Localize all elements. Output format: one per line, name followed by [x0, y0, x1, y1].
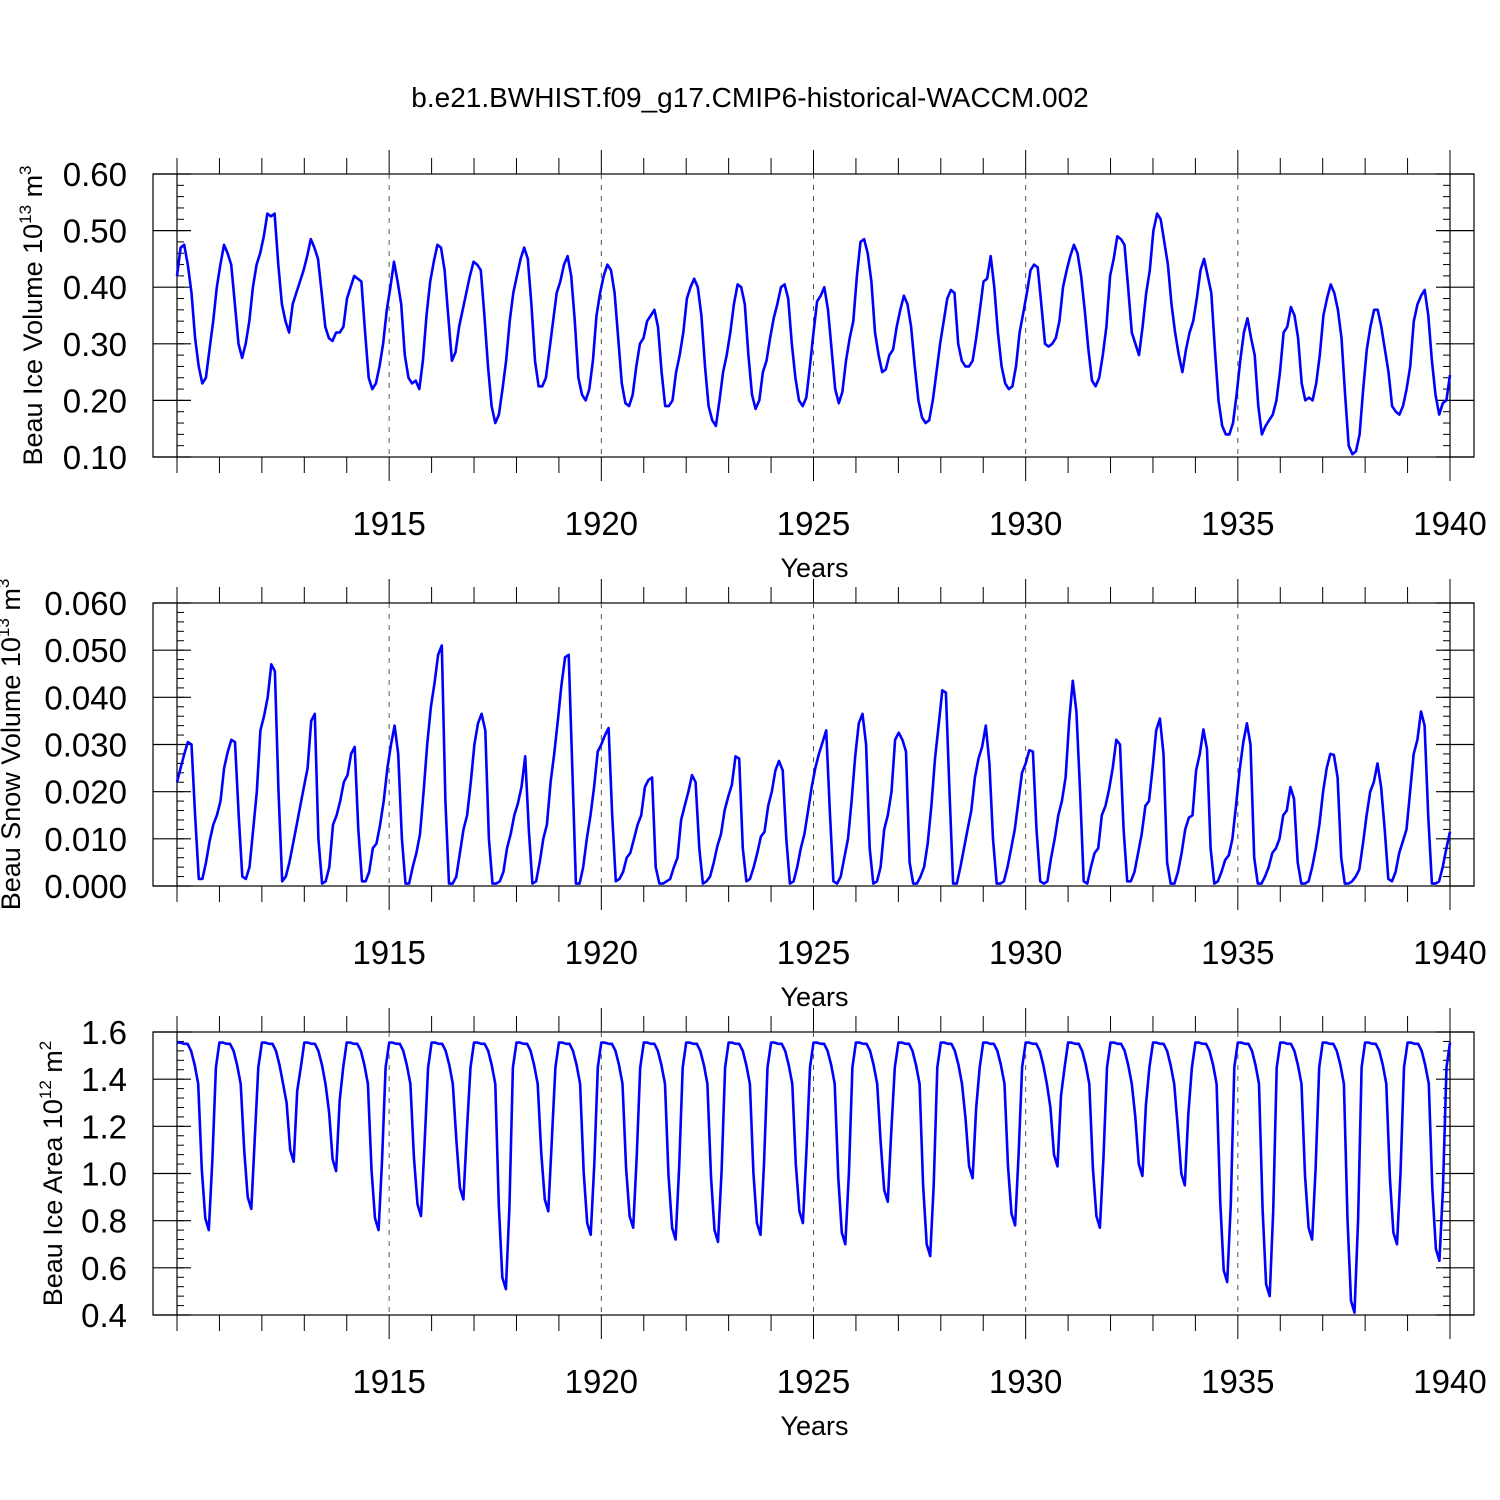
x-tick-label: 1935	[1201, 505, 1274, 542]
panel-frame	[152, 173, 1475, 458]
x-tick-label: 1935	[1201, 934, 1274, 971]
y-tick-label: 0.40	[63, 269, 127, 306]
x-tick-label: 1925	[777, 505, 850, 542]
x-tick-label: 1915	[352, 1363, 425, 1400]
x-tick-label: 1925	[777, 1363, 850, 1400]
series-line	[175, 644, 1452, 885]
y-tick-label: 0.4	[81, 1297, 127, 1334]
panel-1: 0.10 0.20 0.30 0.40 0.50 0.60 1915 1920 1925 1930…	[16, 150, 1487, 583]
y-tick-label: 1.0	[81, 1156, 127, 1193]
y-tick-label: 0.8	[81, 1203, 127, 1240]
x-tick-label: 1930	[989, 505, 1062, 542]
x-tick-label: 1925	[777, 934, 850, 971]
y-tick-label: 0.020	[44, 774, 127, 811]
x-tick-label: 1920	[565, 1363, 638, 1400]
y-axis-label: Beau Snow Volume 1013 m3	[0, 579, 26, 911]
y-tick-label: 0.50	[63, 213, 127, 250]
x-tick-label: 1940	[1413, 505, 1486, 542]
series-line	[175, 212, 1452, 456]
x-axis-label: Years	[780, 553, 848, 583]
y-tick-label: 0.030	[44, 727, 127, 764]
y-tick-label: 0.20	[63, 382, 127, 419]
y-tick-label: 0.60	[63, 156, 127, 193]
x-tick-label: 1940	[1413, 1363, 1486, 1400]
x-tick-label: 1915	[352, 505, 425, 542]
x-axis-label: Years	[780, 1411, 848, 1441]
x-tick-label: 1930	[989, 934, 1062, 971]
x-tick-label: 1930	[989, 1363, 1062, 1400]
y-tick-label: 0.060	[44, 585, 127, 622]
panel-2: 0.000 0.010 0.020 0.030 0.040 0.050 0.060 1915 1…	[0, 579, 1487, 1012]
x-tick-label: 1920	[565, 505, 638, 542]
y-tick-label: 0.10	[63, 439, 127, 476]
panel-frame	[152, 602, 1475, 887]
y-tick-label: 0.040	[44, 679, 127, 716]
y-axis-label: Beau Ice Area 1012 m2	[36, 1041, 68, 1307]
y-tick-label: 0.6	[81, 1250, 127, 1287]
panel-3: 0.4 0.6 0.8 1.0 1.2 1.4 1.6 1915 1920 1925 1930 193…	[36, 1008, 1487, 1441]
y-tick-label: 0.000	[44, 868, 127, 905]
y-axis-label: Beau Ice Volume 1013 m3	[16, 165, 48, 465]
y-tick-label: 1.4	[81, 1061, 127, 1098]
y-tick-label: 0.010	[44, 821, 127, 858]
y-tick-label: 1.2	[81, 1108, 127, 1145]
x-tick-label: 1915	[352, 934, 425, 971]
series-line	[177, 1041, 1452, 1314]
x-tick-label: 1935	[1201, 1363, 1274, 1400]
x-axis-label: Years	[780, 982, 848, 1012]
y-tick-label: 0.050	[44, 632, 127, 669]
chart-title: b.e21.BWHIST.f09_g17.CMIP6-historical-WA…	[411, 82, 1089, 113]
x-tick-label: 1920	[565, 934, 638, 971]
x-tick-label: 1940	[1413, 934, 1486, 971]
y-tick-label: 1.6	[81, 1014, 127, 1051]
y-tick-label: 0.30	[63, 326, 127, 363]
